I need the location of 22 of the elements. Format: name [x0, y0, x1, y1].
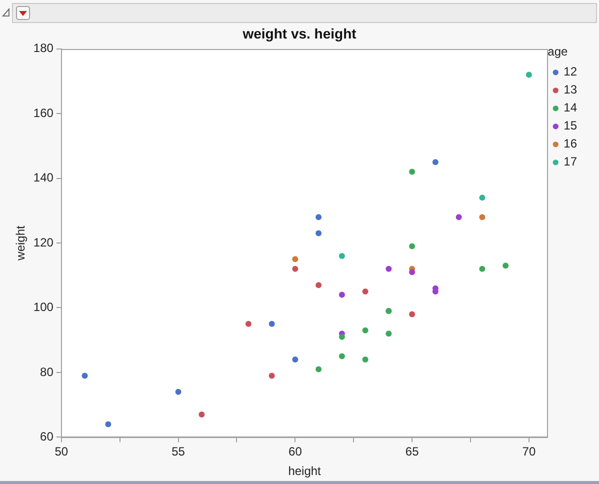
x-tick-label: 70: [522, 444, 536, 459]
x-tick-label: 60: [288, 444, 302, 459]
chart-title: weight vs. height: [242, 25, 357, 42]
y-tick-label: 160: [33, 106, 54, 120]
x-axis-title: height: [288, 464, 322, 478]
legend-label: 17: [564, 154, 578, 169]
legend-label: 15: [564, 118, 578, 133]
legend-label: 14: [564, 100, 578, 115]
legend-label: 16: [564, 136, 578, 151]
y-tick-label: 100: [33, 300, 54, 314]
legend-title: age: [548, 44, 568, 58]
legend-label: 13: [564, 82, 578, 97]
y-axis-title: weight: [14, 224, 28, 262]
y-tick-label: 120: [33, 235, 54, 250]
legend-label: 12: [564, 64, 578, 79]
y-tick-label: 140: [33, 170, 54, 185]
x-tick-label: 55: [172, 444, 186, 459]
y-tick-label: 180: [33, 41, 54, 56]
x-tick-label: 65: [405, 444, 420, 459]
y-tick-label: 80: [40, 364, 54, 379]
y-tick-label: 60: [40, 430, 54, 444]
x-tick-label: 50: [54, 444, 68, 459]
